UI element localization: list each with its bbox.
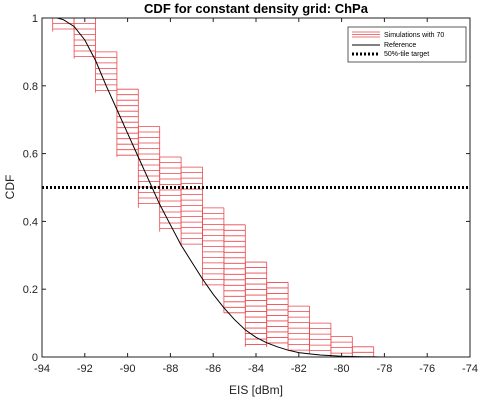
legend-swatch-simulations xyxy=(352,31,380,38)
legend-label-target: 50%-tile target xyxy=(384,51,429,58)
simulation-bin-11 xyxy=(287,305,310,351)
x-tick-label-3: -88 xyxy=(162,363,178,375)
y-tick-label-1: 0.2 xyxy=(23,284,38,296)
reference-line xyxy=(56,17,385,358)
y-axis-label: CDF xyxy=(3,175,17,200)
simulation-bin-1 xyxy=(73,17,96,59)
x-tick-label-0: -94 xyxy=(34,363,50,375)
simulation-bin-7 xyxy=(202,207,225,286)
x-tick-label-7: -80 xyxy=(334,363,350,375)
x-tick-label-8: -78 xyxy=(376,363,392,375)
x-tick-label-10: -74 xyxy=(462,363,478,375)
simulation-bin-5 xyxy=(159,156,182,232)
simulation-bin-9 xyxy=(244,261,268,347)
simulation-bin-6 xyxy=(180,166,203,246)
y-axis: 0 0.2 0.4 0.6 0.8 1 xyxy=(23,13,470,364)
y-tick-label-0: 0 xyxy=(32,352,38,364)
x-axis-label: EIS [dBm] xyxy=(229,383,283,397)
x-tick-label-6: -82 xyxy=(291,363,307,375)
simulation-band-layer xyxy=(52,17,375,357)
x-tick-label-2: -90 xyxy=(120,363,136,375)
x-tick-label-9: -76 xyxy=(419,363,435,375)
x-tick-label-5: -84 xyxy=(248,363,264,375)
y-tick-label-2: 0.4 xyxy=(23,216,38,228)
legend-label-reference: Reference xyxy=(384,42,416,49)
reference-layer xyxy=(56,17,385,358)
simulation-bin-14 xyxy=(351,346,375,357)
y-tick-label-5: 1 xyxy=(32,13,38,25)
x-axis: -94 -92 -90 -88 -86 -84 -82 -80 -78 -76 -74 xyxy=(34,18,478,375)
simulation-bin-4 xyxy=(137,126,161,208)
x-tick-label-4: -86 xyxy=(205,363,221,375)
chart-title: CDF for constant density grid: ChPa xyxy=(144,1,369,16)
x-tick-label-1: -92 xyxy=(77,363,93,375)
simulation-bin-10 xyxy=(266,282,289,347)
y-tick-label-3: 0.6 xyxy=(23,149,38,161)
legend: Simulations with 70 Reference 50%-tile t… xyxy=(347,26,467,63)
simulation-bin-8 xyxy=(223,224,246,314)
simulation-bin-3 xyxy=(116,88,139,157)
simulation-bin-12 xyxy=(309,322,332,354)
y-tick-label-4: 0.8 xyxy=(23,81,38,93)
legend-label-simulations: Simulations with 70 xyxy=(384,32,444,39)
